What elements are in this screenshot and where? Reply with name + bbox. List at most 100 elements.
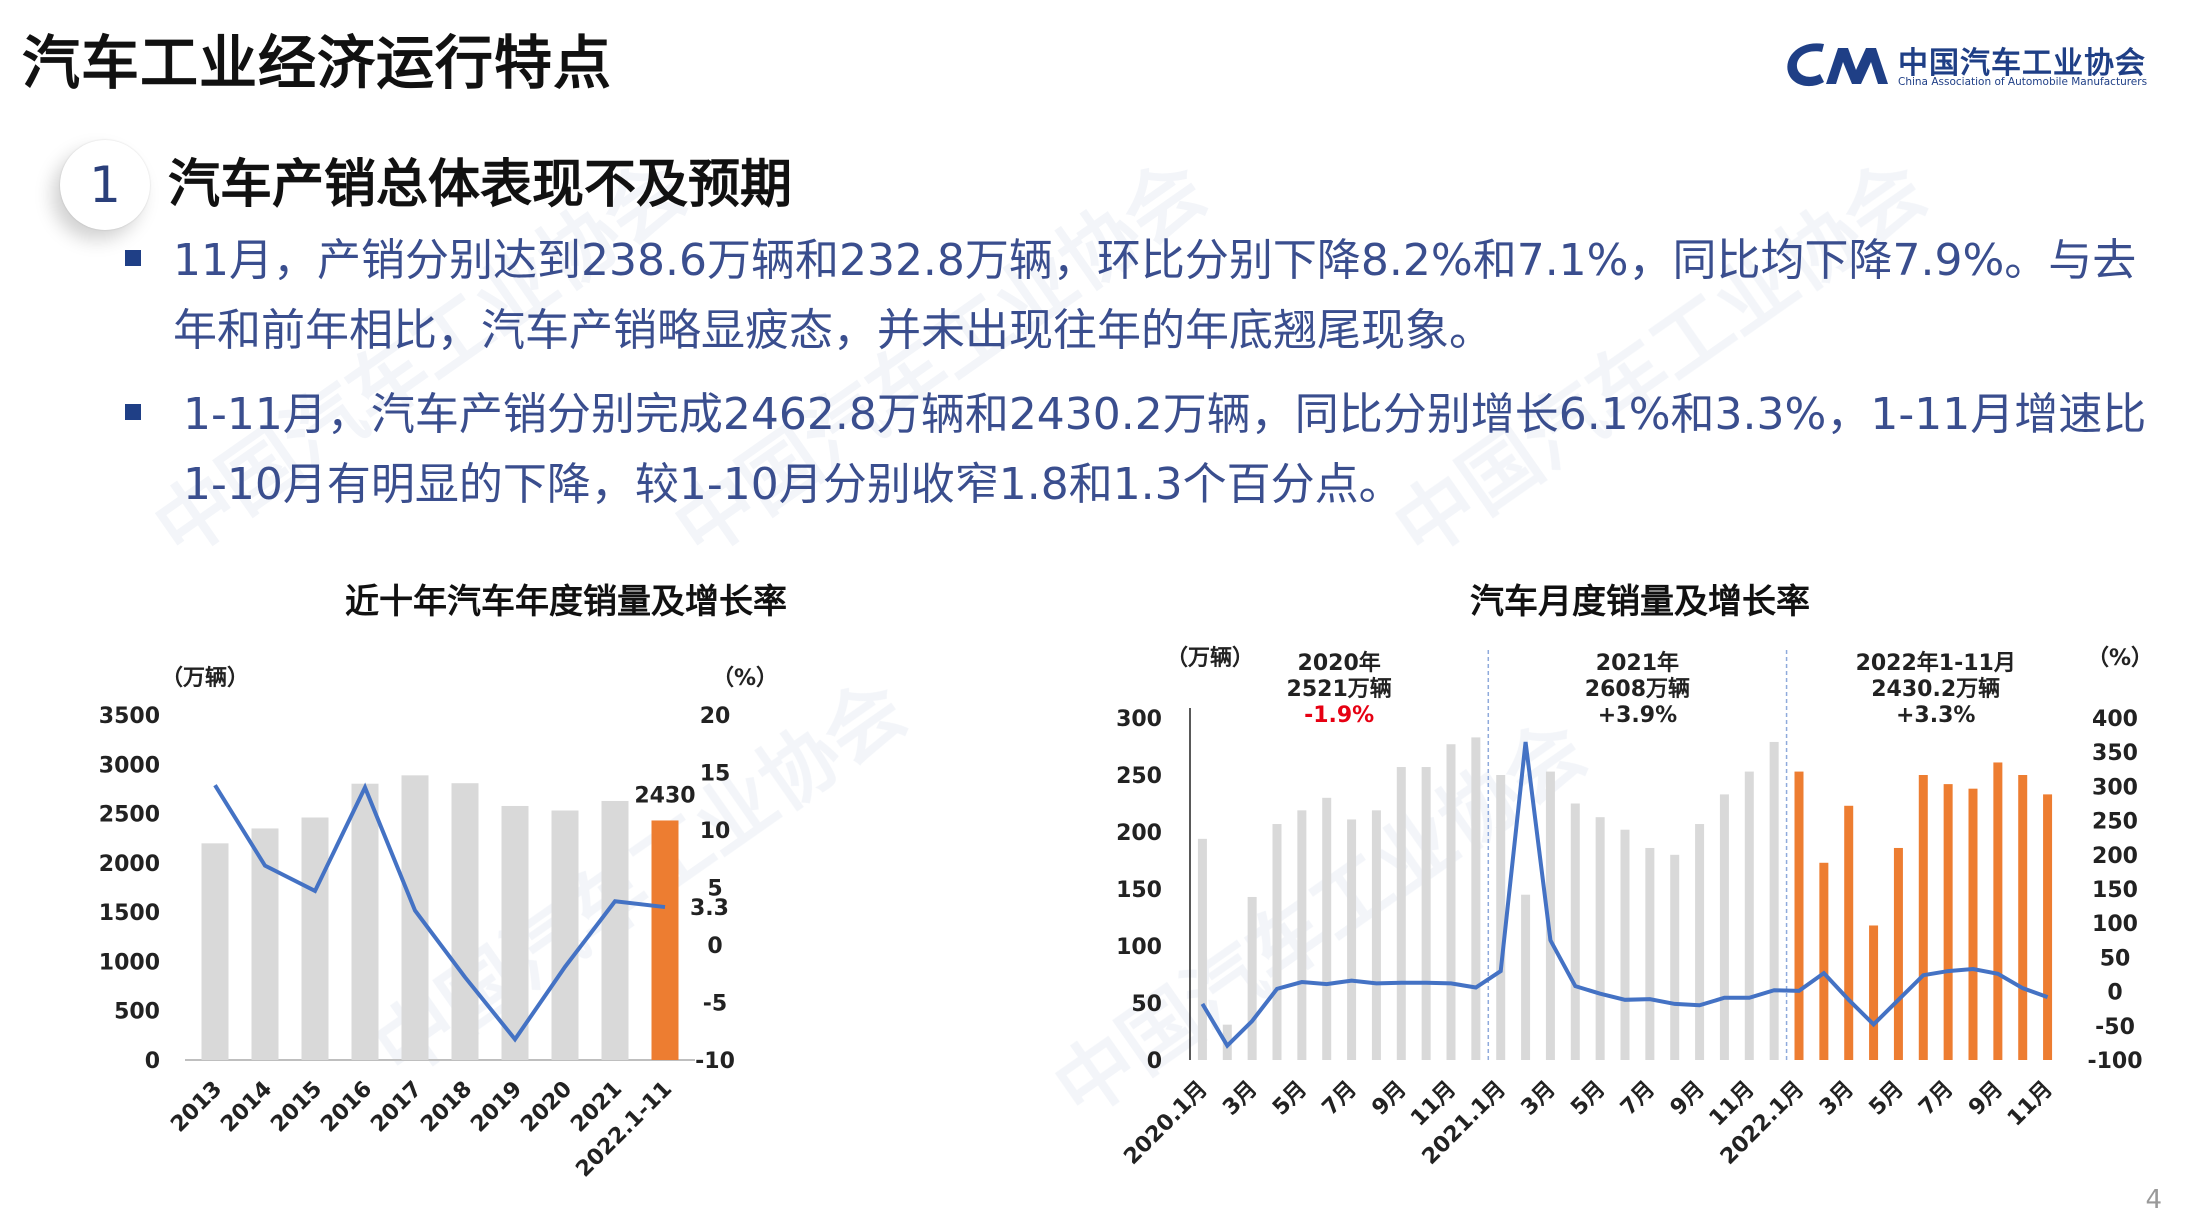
- right-tick-label: 15: [700, 762, 731, 787]
- left-tick-label: 3500: [99, 704, 160, 729]
- bar-annual-sales: [551, 810, 579, 1060]
- chart-title-annual: 近十年汽车年度销量及增长率: [345, 582, 787, 622]
- left-tick-label: 0: [1147, 1049, 1162, 1074]
- year-annotation-growth: +3.9%: [1598, 703, 1677, 728]
- left-tick-label: 300: [1116, 707, 1162, 732]
- bar-annual-sales: [351, 783, 379, 1060]
- right-tick-label: 10: [700, 819, 731, 844]
- year-annotation-title: 2021年: [1596, 650, 1679, 676]
- bar-annual-sales: [201, 843, 229, 1060]
- left-tick-label: 1000: [99, 950, 160, 975]
- bullet-text-2: 1-11月，汽车产销分别完成2462.8万辆和2430.2万辆，同比分别增长6.…: [183, 389, 2147, 510]
- year-annotation-growth: +3.3%: [1896, 703, 1975, 728]
- bar-monthly-sales: [1645, 847, 1655, 1060]
- x-tick-label: 2015: [266, 1077, 327, 1138]
- left-tick-label: 3000: [99, 753, 160, 778]
- x-tick-label: 5月: [1268, 1077, 1312, 1121]
- left-tick-label: 100: [1116, 935, 1162, 960]
- x-tick-label: 9月: [1964, 1077, 2008, 1121]
- bar-monthly-sales: [1521, 894, 1531, 1060]
- x-tick-label: 3月: [1218, 1077, 1262, 1121]
- bar-monthly-sales: [1869, 925, 1879, 1060]
- left-tick-label: 1500: [99, 901, 160, 926]
- bar-monthly-sales: [1819, 862, 1829, 1060]
- right-tick-label: 20: [700, 704, 731, 729]
- year-annotation-volume: 2608万辆: [1585, 676, 1690, 702]
- left-tick-label: 200: [1116, 821, 1162, 846]
- bar-annual-sales: [651, 820, 679, 1060]
- bar-monthly-sales: [1993, 762, 2003, 1060]
- right-tick-label: -5: [703, 992, 727, 1017]
- bar-monthly-sales: [1893, 847, 1903, 1060]
- left-tick-label: 2500: [99, 803, 160, 828]
- x-tick-label: 9月: [1666, 1077, 1710, 1121]
- line-data-label: 3.3: [690, 896, 729, 921]
- bar-monthly-sales: [1297, 810, 1307, 1060]
- right-tick-label: 50: [2100, 946, 2131, 971]
- bar-monthly-sales: [1570, 803, 1580, 1060]
- right-tick-label: -10: [695, 1049, 735, 1074]
- section-number-badge: 1: [60, 140, 150, 230]
- bar-monthly-sales: [1396, 767, 1406, 1060]
- bar-monthly-sales: [1918, 775, 1928, 1060]
- bar-annual-sales: [601, 800, 629, 1060]
- bar-data-label: 2430: [634, 783, 695, 808]
- bar-monthly-sales: [1769, 741, 1779, 1060]
- x-tick-label: 3月: [1517, 1077, 1561, 1121]
- chart-title-monthly: 汽车月度销量及增长率: [1470, 582, 1810, 622]
- bar-annual-sales: [501, 805, 529, 1060]
- x-tick-label: 2013: [166, 1077, 227, 1138]
- left-tick-label: 2000: [99, 852, 160, 877]
- bullet-marker-2: [125, 404, 141, 420]
- x-tick-label: 7月: [1914, 1077, 1958, 1121]
- x-tick-label: 11月: [2003, 1077, 2058, 1132]
- bar-monthly-sales: [1496, 775, 1506, 1060]
- logo-english-name: China Association of Automobile Manufact…: [1898, 76, 2148, 88]
- monthly-sales-chart: （万辆） （%） 300 250 200 150 100 50 0 400 350 300 250 200…: [1116, 645, 2153, 1170]
- right-tick-label: 200: [2092, 844, 2138, 869]
- right-tick-label: 5: [707, 877, 722, 902]
- right-axis-unit: （%）: [2087, 646, 2153, 671]
- annual-sales-chart: （万辆） （%）350030002500200015001000500020151…: [99, 665, 778, 1182]
- bar-monthly-sales: [1719, 794, 1729, 1060]
- bullet-text-1: 11月，产销分别达到238.6万辆和232.8万辆，环比分别下降8.2%和7.1…: [173, 235, 2137, 356]
- bar-annual-sales: [301, 817, 329, 1060]
- logo-chinese-name: 中国汽车工业协会: [1898, 46, 2146, 81]
- right-tick-label: 0: [707, 934, 722, 959]
- x-tick-label: 2014: [216, 1077, 277, 1138]
- bar-monthly-sales: [1595, 817, 1605, 1060]
- section-title: 汽车产销总体表现不及预期: [168, 155, 793, 215]
- x-tick-label: 9月: [1367, 1077, 1411, 1121]
- year-annotation-volume: 2521万辆: [1287, 676, 1392, 702]
- bar-monthly-sales: [1744, 771, 1754, 1060]
- bar-monthly-sales: [1347, 819, 1357, 1060]
- left-tick-label: 150: [1116, 878, 1162, 903]
- right-tick-label: -50: [2095, 1015, 2135, 1040]
- x-tick-label: 2020: [516, 1077, 577, 1138]
- bar-monthly-sales: [1844, 805, 1854, 1060]
- right-tick-label: -100: [2087, 1049, 2142, 1074]
- bar-annual-sales: [451, 783, 479, 1060]
- bar-monthly-sales: [2018, 775, 2028, 1060]
- x-tick-label: 2016: [316, 1077, 377, 1138]
- right-axis-unit: （%）: [712, 666, 778, 691]
- bar-monthly-sales: [1471, 737, 1481, 1060]
- right-tick-label: 0: [2107, 981, 2122, 1006]
- bar-monthly-sales: [2043, 794, 2053, 1060]
- right-tick-label: 100: [2092, 912, 2138, 937]
- bullet-marker-1: [125, 250, 141, 266]
- page-number: 4: [2145, 1185, 2162, 1215]
- right-tick-label: 150: [2092, 878, 2138, 903]
- bar-monthly-sales: [1943, 784, 1953, 1060]
- x-tick-label: 5月: [1566, 1077, 1610, 1121]
- year-annotation-title: 2022年1-11月: [1856, 650, 2016, 676]
- bar-monthly-sales: [1446, 744, 1456, 1060]
- caam-logo-icon: [1787, 43, 1888, 87]
- growth-rate-line: [213, 782, 666, 1043]
- year-annotation-title: 2020年: [1298, 650, 1381, 676]
- bar-monthly-sales: [1247, 896, 1257, 1060]
- page-title: 汽车工业经济运行特点: [22, 29, 613, 97]
- bar-monthly-sales: [1197, 838, 1207, 1060]
- bar-monthly-sales: [1695, 824, 1705, 1060]
- bar-annual-sales: [401, 775, 429, 1060]
